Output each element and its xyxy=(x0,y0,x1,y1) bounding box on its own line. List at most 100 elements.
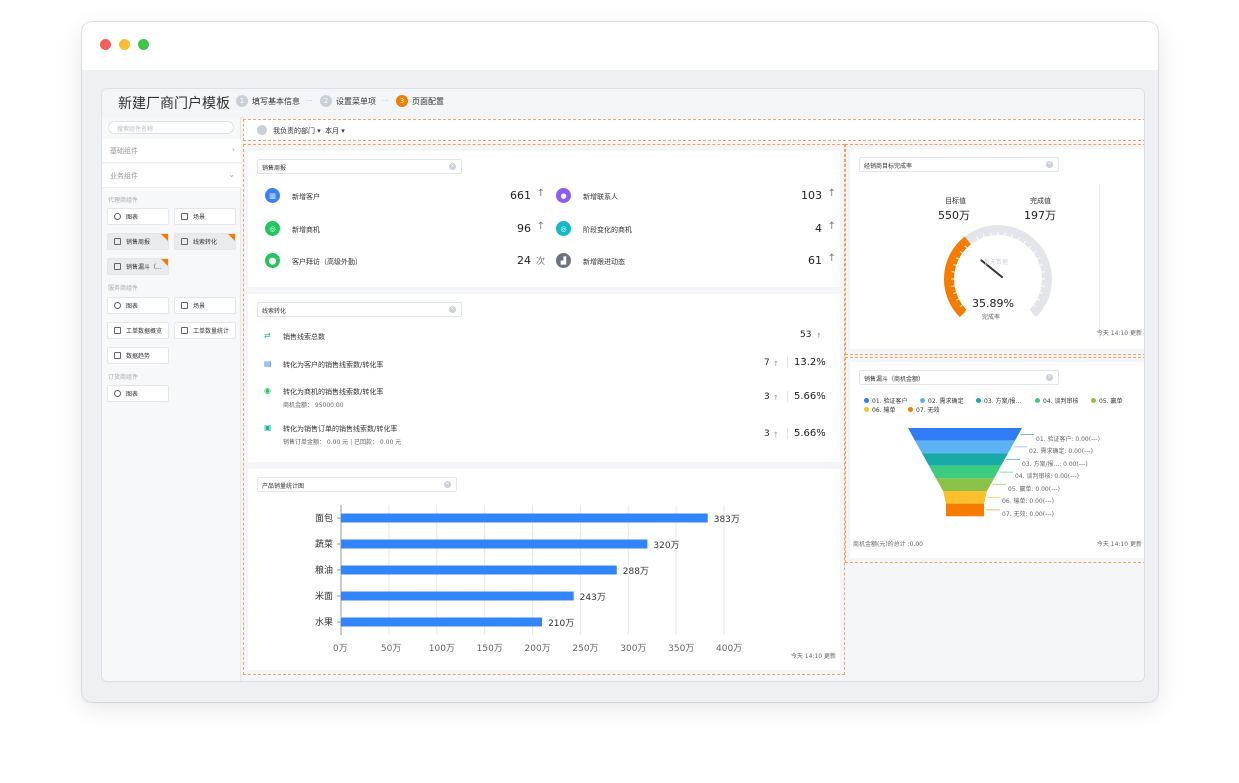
card-title: 线索转化 × xyxy=(257,302,462,317)
gauge-tick xyxy=(1017,236,1020,241)
department-filter[interactable]: 我负责的部门 ▾ xyxy=(273,127,321,135)
target-icon: ◉ xyxy=(264,386,271,395)
arrow-up-icon: ↑ xyxy=(536,188,545,199)
component-sales-funnel[interactable]: 销售漏斗（... xyxy=(107,258,169,275)
editor-panel: 新建厂商门户模板 1 填写基本信息 ··· 2 设置菜单项 ··· 3 页面配置… xyxy=(101,88,1145,682)
maximize-window-button[interactable] xyxy=(138,39,149,50)
completion-rate-label: 完成率 xyxy=(982,314,1001,321)
product-sales-card[interactable]: 产品销量统计图 × 0万 50万 100万 150万 200万 250万 300万 350万 40… xyxy=(248,469,840,670)
gauge-tick xyxy=(1039,292,1043,294)
close-icon[interactable]: × xyxy=(444,481,451,488)
gauge-tick xyxy=(959,304,963,308)
sales-weekly-card[interactable]: 销售周报 × ▥ 新增客户 661 ↑ ● 新增联系人 103 ↑ ◎ 新增商机 … xyxy=(248,151,840,287)
target-value: 550万 xyxy=(938,209,970,222)
legend-item[interactable]: 04. 谈判审核 xyxy=(1035,396,1078,405)
legend-item[interactable]: 07. 无效 xyxy=(908,405,939,414)
location-icon: ⬤ xyxy=(265,253,280,268)
gauge-tick xyxy=(964,245,968,249)
x-tick-label: 150万 xyxy=(476,644,503,654)
bar xyxy=(341,513,708,523)
funnel-stage xyxy=(946,503,984,517)
lead-conversion-card[interactable]: 线索转化 × ⇄ 销售线索总数 53 ↑ ▤ 转化为客户的销售线索数/转化率 7 … xyxy=(248,294,840,462)
minimize-window-button[interactable] xyxy=(119,39,130,50)
close-icon[interactable]: × xyxy=(1046,161,1053,168)
gauge-tick xyxy=(1033,250,1037,254)
funnel-stage xyxy=(915,440,1015,454)
category-label: 蔬菜 xyxy=(315,540,334,550)
component-chart[interactable]: 图表 xyxy=(107,208,169,225)
funnel-stage xyxy=(929,465,1001,479)
sidebar-business-components[interactable]: 业务组件 ⌄ xyxy=(102,164,241,188)
legend-item[interactable]: 01. 验证客户 xyxy=(864,396,907,405)
period-filter[interactable]: 本月 ▾ xyxy=(325,127,345,135)
gauge-tick xyxy=(955,298,960,301)
bar xyxy=(341,565,617,575)
editor-header: 新建厂商门户模板 1 填写基本信息 ··· 2 设置菜单项 ··· 3 页面配置 xyxy=(102,89,1144,117)
card-title: 销售漏斗（商机金额） × xyxy=(859,370,1059,385)
component-lead-conversion[interactable]: 线索转化 xyxy=(174,233,236,250)
chevron-right-icon: › xyxy=(231,145,235,154)
target-completion-card[interactable]: 经销商目标完成率 × 目标值 550万 完成值 197万 暂无数据 35.89% … xyxy=(850,149,1144,349)
component-scene[interactable]: 场景 xyxy=(174,297,236,314)
component-data-trend[interactable]: 数据趋势 xyxy=(107,347,169,364)
step-3[interactable]: 3 页面配置 xyxy=(396,95,444,107)
close-icon[interactable]: × xyxy=(449,306,456,313)
gauge-watermark: 暂无数据 xyxy=(984,259,1009,266)
kpi-new-contacts: ● 新增联系人 103 ↑ xyxy=(556,188,836,208)
done-label: 完成值 xyxy=(1030,197,1051,205)
layout-canvas: 我负责的部门 ▾ 本月 ▾ 销售周报 × ▥ 新增客户 661 ↑ ● 新增联系人… xyxy=(243,117,1144,675)
clipboard-icon: ▣ xyxy=(264,423,272,432)
legend-item[interactable]: 03. 方案/报... xyxy=(976,396,1021,405)
gauge-tick xyxy=(1028,309,1032,313)
arrow-up-icon: ↑ xyxy=(816,332,822,340)
x-tick-label: 50万 xyxy=(380,644,402,654)
component-ticket-overview[interactable]: 工单数据概览 xyxy=(107,322,169,339)
bar xyxy=(341,591,574,601)
page-title: 新建厂商门户模板 xyxy=(118,96,230,112)
step-1[interactable]: 1 填写基本信息 xyxy=(236,95,300,107)
right-drop-zone-bottom xyxy=(845,357,1144,563)
close-icon[interactable]: × xyxy=(449,163,456,170)
selected-marker xyxy=(161,234,168,241)
x-tick-label: 0万 xyxy=(333,644,348,654)
gauge-tick xyxy=(983,234,985,238)
report-icon xyxy=(181,238,188,245)
funnel-stage xyxy=(943,491,987,504)
report-icon xyxy=(114,327,121,334)
group-service[interactable]: 服务商组件 xyxy=(108,285,139,292)
divider xyxy=(1099,184,1100,339)
close-window-button[interactable] xyxy=(100,39,111,50)
close-icon[interactable]: × xyxy=(1046,374,1053,381)
funnel-stage-label: 06. 输单: 0.00(---) xyxy=(1002,498,1054,505)
component-search-input[interactable]: 搜索组件名称 xyxy=(108,121,234,134)
group-agent[interactable]: 代理商组件 xyxy=(108,197,139,204)
arrow-up-icon: ↑ xyxy=(827,253,836,264)
grid-icon xyxy=(181,213,188,220)
gauge-tick xyxy=(1036,257,1041,260)
sidebar-basic-components[interactable]: 基础组件 › xyxy=(102,139,241,163)
sales-funnel-card[interactable]: 销售漏斗（商机金额） × 01. 验证客户 02. 需求确定 03. 方案/报..… xyxy=(850,362,1144,558)
completion-rate: 35.89% xyxy=(972,297,1014,310)
person-icon: ● xyxy=(556,188,571,203)
group-dealer[interactable]: 订货商组件 xyxy=(108,374,139,381)
step-2[interactable]: 2 设置菜单项 xyxy=(320,95,376,107)
gauge-tick xyxy=(1028,245,1032,249)
card-title: 产品销量统计图 × xyxy=(257,477,457,492)
legend-item[interactable]: 02. 需求确定 xyxy=(920,396,963,405)
user-avatar-icon xyxy=(257,125,267,135)
gauge-fill xyxy=(944,236,972,318)
bar-value-label: 288万 xyxy=(622,567,649,577)
legend-item[interactable]: 05. 赢单 xyxy=(1091,396,1122,405)
component-ticket-stats[interactable]: 工单数量统计 xyxy=(174,322,236,339)
arrow-up-icon: ↑ xyxy=(536,221,545,232)
target-label: 目标值 xyxy=(945,197,966,205)
pie-chart-icon xyxy=(114,302,121,309)
completion-gauge xyxy=(944,225,1052,318)
component-sales-weekly[interactable]: 销售周报 xyxy=(107,233,169,250)
legend-item[interactable]: 06. 输单 xyxy=(864,405,895,414)
component-scene[interactable]: 场景 xyxy=(174,208,236,225)
component-chart[interactable]: 图表 xyxy=(107,297,169,314)
category-label: 面包 xyxy=(315,514,334,524)
gauge-tick xyxy=(976,236,979,241)
component-chart[interactable]: 图表 xyxy=(107,385,169,402)
